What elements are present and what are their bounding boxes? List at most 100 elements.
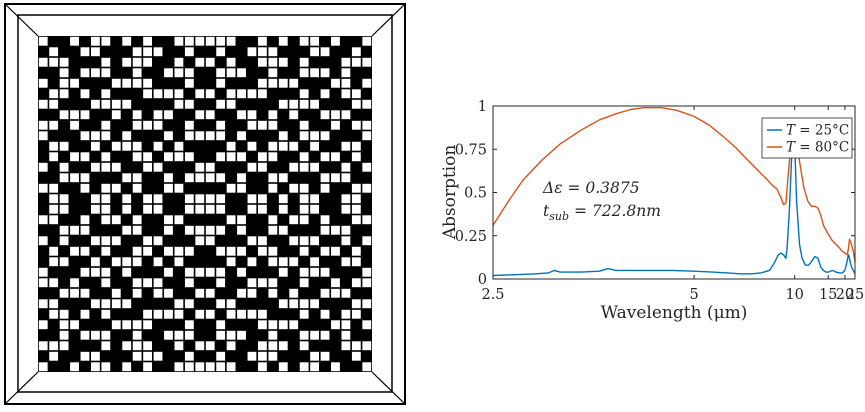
pattern-cell [59,225,69,235]
pattern-cell [299,330,309,340]
pattern-cell [257,362,267,372]
pattern-cell [143,246,153,256]
legend-label-25c-symbol: T [786,123,796,139]
pattern-cell [216,131,226,141]
pattern-cell [132,225,142,235]
y-tick-label: 0 [478,272,487,288]
pattern-cell [278,267,288,277]
pattern-cell [49,47,59,57]
pattern-cell [90,330,100,340]
pattern-cell [80,246,90,256]
pattern-cell [195,204,205,214]
pattern-cell [216,68,226,78]
pattern-cell [299,152,309,162]
pattern-cell [278,36,288,46]
pattern-cell [331,278,340,288]
pattern-cell [320,173,330,183]
pattern-cell [70,225,79,235]
pattern-cell [299,246,309,256]
pattern-cell [362,99,372,109]
pattern-cell [101,36,111,46]
pattern-cell [351,257,361,267]
pattern-cell [101,236,111,246]
pattern-cell [143,194,153,204]
pattern-cell [70,36,79,46]
pattern-cell [320,89,330,99]
pattern-cell [164,131,173,141]
pattern-cell [132,78,142,88]
pattern-cell [164,110,173,120]
pattern-cell [80,152,90,162]
pattern-cell [351,47,361,57]
pattern-cell [59,162,69,172]
pattern-cell [320,152,330,162]
pattern-cell [320,110,330,120]
pattern-cell [341,89,351,99]
pattern-cell [205,225,215,235]
pattern-cell [341,204,351,214]
pattern-cell [247,257,257,267]
pattern-cell [122,320,132,330]
pattern-cell [143,278,153,288]
legend-label-80c: T = 80°C [786,140,849,156]
pattern-cell [132,110,142,120]
pattern-cell [299,194,309,204]
pattern-cell [184,330,194,340]
pattern-cell [310,351,320,361]
pattern-cell [341,309,351,319]
pattern-cell [111,299,121,309]
pattern-cell [38,341,48,351]
pattern-cell [80,110,90,120]
pattern-cell [101,204,111,214]
pattern-cell [59,57,69,67]
pattern-cell [49,57,59,67]
pattern-cell [268,141,278,151]
pattern-cell [101,330,111,340]
pattern-cell [132,68,142,78]
pattern-cell [49,351,59,361]
pattern-cell [320,47,330,57]
pattern-cell [216,278,226,288]
pattern-cell [320,267,330,277]
pattern-cell [237,309,246,319]
pattern-cell [59,309,69,319]
pattern-cell [49,215,59,225]
pattern-cell [226,362,236,372]
pattern-cell [184,320,194,330]
pattern-cell [216,299,226,309]
pattern-cell [132,288,142,298]
pattern-cell [80,351,90,361]
pattern-cell [101,194,111,204]
pattern-cell [49,257,59,267]
x-axis-label: Wavelength (μm) [601,303,748,323]
pattern-cell [184,47,194,57]
pattern-cell [247,89,257,99]
pattern-cell [49,152,59,162]
pattern-cell [299,120,309,130]
pattern-cell [132,173,142,183]
pattern-cell [38,299,48,309]
pattern-cell [184,120,194,130]
pattern-cell [143,78,153,88]
pattern-cell [299,89,309,99]
pattern-cell [70,78,79,88]
pattern-cell [351,204,361,214]
pattern-cell [268,57,278,67]
pattern-cell [49,246,59,256]
pattern-cell [70,173,79,183]
pattern-cell [59,204,69,214]
pattern-cell [184,152,194,162]
y-tick-label: 0.5 [464,186,487,202]
pattern-cell [101,152,111,162]
pattern-cell [38,320,48,330]
pattern-cell [59,68,69,78]
pattern-cell [122,194,132,204]
pattern-cell [111,215,121,225]
y-tick-label: 0.75 [455,142,487,158]
pattern-cell [90,204,100,214]
pattern-cell [205,173,215,183]
pattern-cell [90,351,100,361]
pattern-cell [174,362,184,372]
pattern-cell [205,362,215,372]
pattern-cell [205,204,215,214]
